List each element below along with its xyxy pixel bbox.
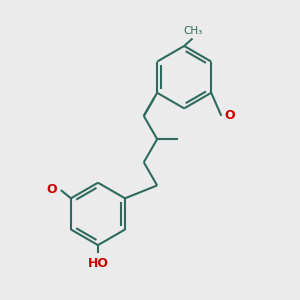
Text: O: O <box>46 183 57 196</box>
Text: O: O <box>224 109 235 122</box>
Text: HO: HO <box>88 257 109 270</box>
Text: CH₃: CH₃ <box>183 26 202 36</box>
